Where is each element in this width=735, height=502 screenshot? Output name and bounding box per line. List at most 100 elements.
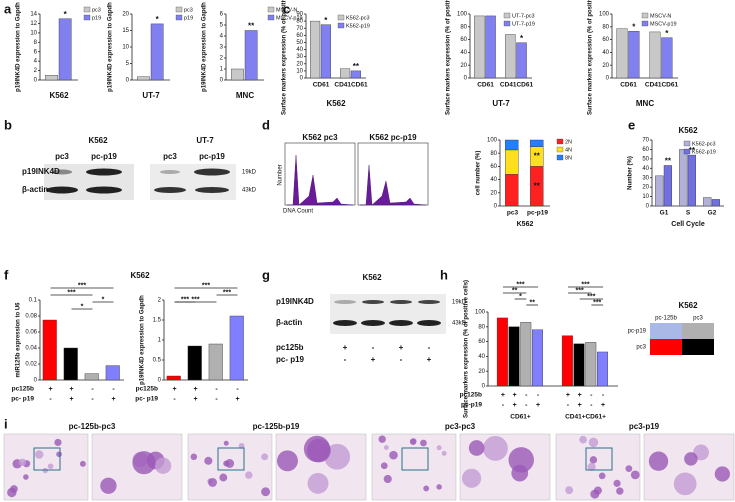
flow-ylabel: Number <box>278 164 284 185</box>
y-tick-label: 40 <box>602 50 609 56</box>
y-tick-label: 40 <box>478 354 485 360</box>
condition-mark: - <box>590 402 593 409</box>
legend-swatch <box>641 20 649 27</box>
y-tick-label: 100 <box>487 138 498 144</box>
micrograph-label: pc-125b-pc3 <box>69 422 116 431</box>
cell <box>378 435 386 443</box>
blot-band <box>46 186 78 194</box>
legend-swatch <box>83 14 91 21</box>
legend-label: UT-7-p19 <box>512 21 535 27</box>
y-tick-label: 0 <box>34 378 38 384</box>
y-tick-label: 40 <box>490 177 497 183</box>
y-tick-label: 0.04 <box>25 346 37 352</box>
bar <box>105 365 120 381</box>
condition-mark: - <box>91 386 94 393</box>
bar <box>45 75 58 81</box>
x-tick-label: CD41CD61 <box>645 82 679 89</box>
x-tick-label: CD41CD61 <box>500 82 534 89</box>
y-tick-label: 6 <box>34 49 38 55</box>
y-tick-label: 60 <box>490 164 497 170</box>
condition-label: pc- p19 <box>276 355 305 364</box>
x-tick-label: pc3 <box>507 210 519 217</box>
bracket-label: * <box>519 293 522 300</box>
legend-label: UT-7-pc3 <box>512 13 535 19</box>
cell <box>714 466 730 482</box>
panel-letter: b <box>4 117 12 132</box>
condition-mark: + <box>193 386 197 393</box>
bar <box>63 347 78 381</box>
protein-label: β-actin <box>276 318 302 327</box>
cell <box>100 477 117 494</box>
cell <box>423 485 430 492</box>
legend-label: MSCV-p19 <box>276 15 303 21</box>
y-tick-label: 10 <box>296 68 303 74</box>
condition-mark: - <box>215 386 218 393</box>
cell <box>483 435 508 461</box>
condition-mark: - <box>525 392 528 399</box>
bracket-label: ** <box>529 299 535 306</box>
bar <box>310 20 321 79</box>
condition-mark: - <box>112 386 115 393</box>
x-tick-label: CD41+CD61+ <box>565 414 606 421</box>
condition-mark: - <box>215 396 218 403</box>
legend-swatch <box>175 14 183 21</box>
cell <box>54 438 62 447</box>
y-tick-label: 80 <box>490 151 497 157</box>
bar <box>711 199 720 207</box>
blot-band <box>362 300 384 304</box>
blot-band <box>160 170 180 174</box>
bar <box>585 342 597 387</box>
cell <box>409 438 417 445</box>
cell <box>684 452 698 466</box>
heatmap-row: pc3 <box>636 345 646 351</box>
significance: * <box>324 16 328 25</box>
chart-title: K562 <box>326 99 346 108</box>
inset-box <box>401 447 429 471</box>
condition-label: pc-p19 <box>461 402 482 409</box>
y-tick-label: 80 <box>602 24 609 30</box>
legend-label: K562-p19 <box>692 149 716 155</box>
cell <box>204 456 213 465</box>
condition-mark: - <box>590 392 593 399</box>
cell <box>616 487 624 495</box>
x-tick-label: G2 <box>708 210 717 217</box>
y-tick-label: 50 <box>642 156 649 162</box>
y-tick-label: 0 <box>606 76 610 82</box>
bracket-label: *** <box>181 296 189 303</box>
condition-mark: + <box>193 396 197 403</box>
heatmap-title: K562 <box>678 301 698 310</box>
bar <box>663 165 672 207</box>
y-tick-label: 30 <box>296 54 303 60</box>
y-tick-label: 12 <box>30 21 37 27</box>
cell <box>420 439 427 447</box>
legend-label: 4N <box>565 147 572 153</box>
significance: ** <box>353 62 360 71</box>
condition-mark: + <box>343 343 348 352</box>
y-tick-label: 1 <box>220 67 224 73</box>
bracket-label: *** <box>587 293 595 300</box>
condition-label: pc- p19 <box>135 396 158 403</box>
bar <box>532 329 543 387</box>
cell <box>511 464 529 482</box>
bar <box>703 197 712 207</box>
size-label: 19kD <box>242 170 257 176</box>
legend-swatch <box>175 6 183 13</box>
panel-letter: h <box>440 267 448 282</box>
condition-label: pc- p19 <box>11 396 34 403</box>
cell <box>587 462 596 471</box>
y-tick-label: 80 <box>296 19 303 25</box>
bar <box>474 15 485 79</box>
cell <box>18 458 27 467</box>
chart-title: MNC <box>636 99 654 108</box>
y-tick-label: 0 <box>158 378 162 384</box>
blot <box>330 294 446 334</box>
y-tick-label: 2 <box>158 298 162 304</box>
cell <box>277 450 298 472</box>
cell <box>223 460 230 467</box>
blot-band <box>194 168 230 176</box>
condition-label: pc125b <box>460 392 482 399</box>
legend-label: p19 <box>184 15 193 21</box>
y-tick-label: 80 <box>478 324 485 330</box>
y-tick-label: 40 <box>296 47 303 53</box>
cell <box>307 438 331 463</box>
